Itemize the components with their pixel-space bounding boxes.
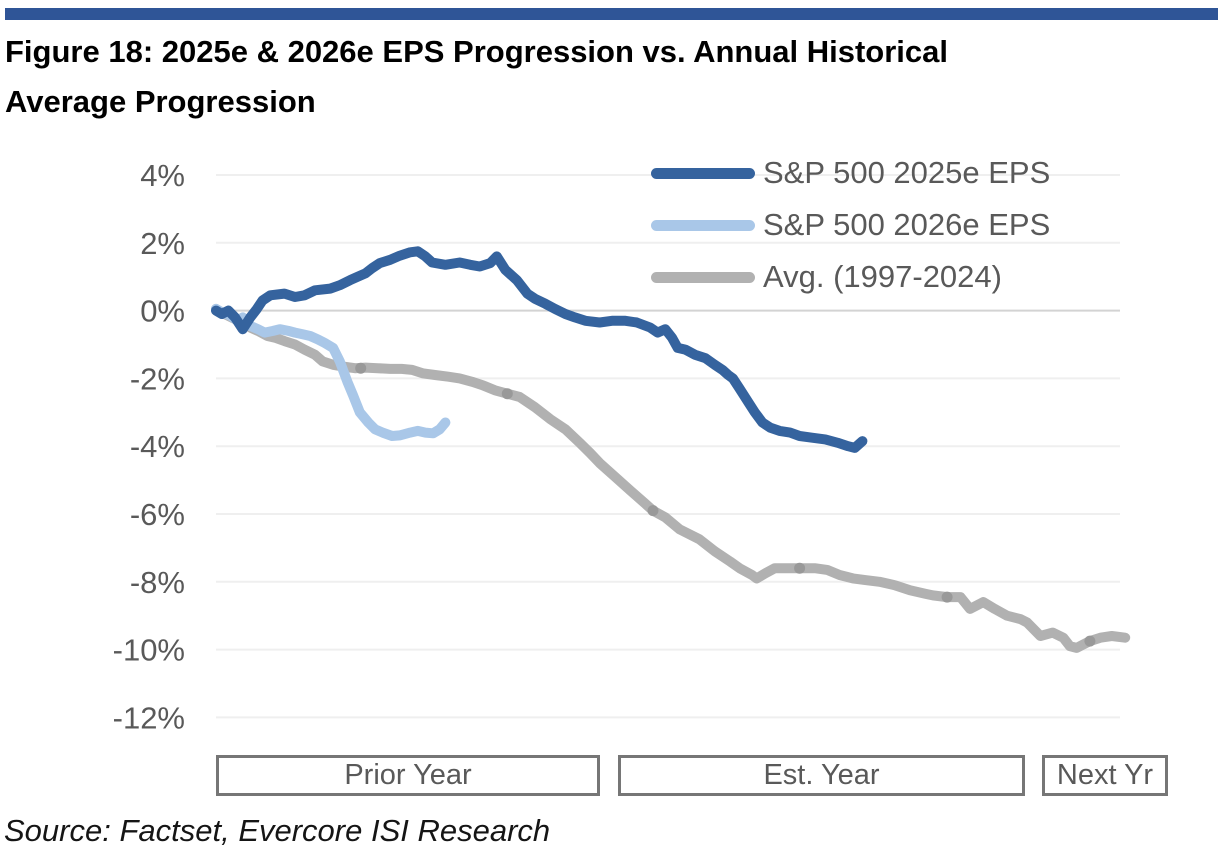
y-tick-label: -2% bbox=[130, 361, 185, 396]
y-tick-label: 4% bbox=[140, 158, 185, 193]
legend-swatch-2025e bbox=[651, 167, 755, 179]
figure-title: Figure 18: 2025e & 2026e EPS Progression… bbox=[5, 27, 1221, 127]
legend-entry-avg: Avg. (1997-2024) bbox=[651, 251, 1050, 303]
figure-title-line2: Average Progression bbox=[5, 84, 316, 119]
legend-label-avg: Avg. (1997-2024) bbox=[763, 259, 1002, 294]
y-tick-label: 0% bbox=[140, 294, 185, 329]
avg-month-marker bbox=[647, 505, 659, 517]
legend-swatch-2026e bbox=[651, 219, 755, 231]
accent-bar bbox=[5, 8, 1218, 20]
source-note: Source: Factset, Evercore ISI Research bbox=[4, 813, 551, 848]
y-tick-label: 2% bbox=[140, 226, 185, 261]
legend-entry-2025e: S&P 500 2025e EPS bbox=[651, 147, 1050, 199]
y-tick-label: -6% bbox=[130, 497, 185, 532]
x-zone-est-year: Est. Year bbox=[618, 755, 1025, 796]
x-zone-prior-year: Prior Year bbox=[216, 755, 600, 796]
avg-month-marker bbox=[794, 562, 806, 574]
legend-entry-2026e: S&P 500 2026e EPS bbox=[651, 199, 1050, 251]
legend-label-2025e: S&P 500 2025e EPS bbox=[763, 155, 1051, 190]
figure-title-line1: Figure 18: 2025e & 2026e EPS Progression… bbox=[5, 34, 949, 69]
y-tick-label: -4% bbox=[130, 429, 185, 464]
chart-legend: S&P 500 2025e EPS S&P 500 2026e EPS Avg.… bbox=[651, 147, 1050, 303]
avg-month-marker bbox=[941, 591, 953, 603]
series-sp500-2025e bbox=[211, 246, 868, 453]
y-tick-label: -8% bbox=[130, 565, 185, 600]
legend-swatch-avg bbox=[651, 271, 755, 283]
avg-month-marker bbox=[355, 362, 367, 374]
legend-label-2026e: S&P 500 2026e EPS bbox=[763, 207, 1051, 242]
x-zone-next-yr: Next Yr bbox=[1042, 755, 1168, 796]
series-sp500-2026e bbox=[211, 303, 451, 441]
avg-month-marker bbox=[1084, 635, 1096, 647]
avg-month-marker bbox=[501, 388, 513, 400]
series-avg-1997-2024 bbox=[211, 303, 1131, 653]
y-tick-label: -10% bbox=[113, 633, 185, 668]
y-tick-label: -12% bbox=[113, 700, 185, 735]
